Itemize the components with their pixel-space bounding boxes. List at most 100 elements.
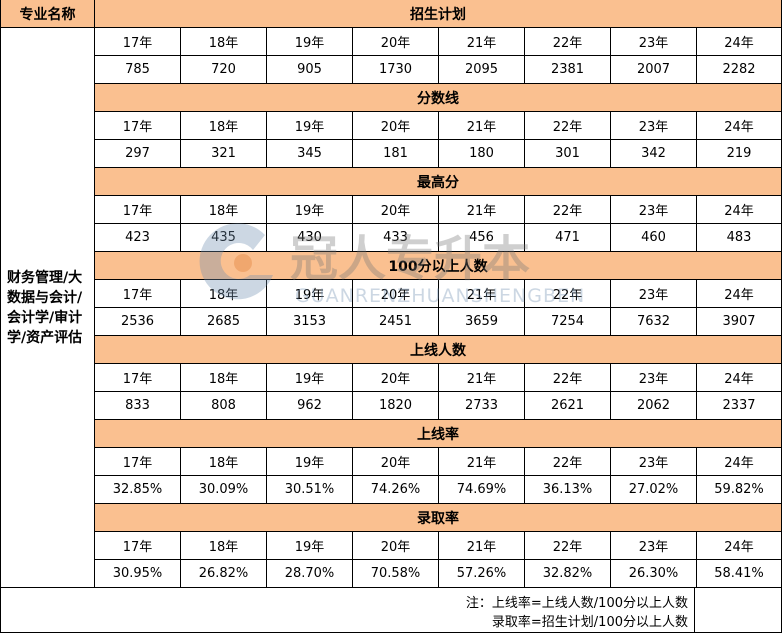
- value-cell: 219: [697, 140, 782, 168]
- year-cell: 19年: [267, 280, 353, 308]
- year-cell: 24年: [697, 364, 782, 392]
- value-cell: 59.82%: [697, 476, 782, 504]
- value-cell: 36.13%: [525, 476, 611, 504]
- note-line: 录取率=招生计划/100分以上人数: [491, 615, 688, 630]
- year-cell: 17年: [95, 196, 181, 224]
- year-cell: 20年: [353, 448, 439, 476]
- year-cell: 24年: [697, 448, 782, 476]
- year-cell: 24年: [697, 280, 782, 308]
- year-cell: 22年: [525, 448, 611, 476]
- value-cell: 32.82%: [525, 560, 611, 588]
- value-cell: 460: [611, 224, 697, 252]
- year-cell: 19年: [267, 112, 353, 140]
- value-cell: 28.70%: [267, 560, 353, 588]
- year-cell: 18年: [181, 364, 267, 392]
- year-cell: 24年: [697, 532, 782, 560]
- value-cell: 321: [181, 140, 267, 168]
- section-title: 招生计划: [95, 0, 782, 28]
- value-cell: 342: [611, 140, 697, 168]
- year-cell: 22年: [525, 280, 611, 308]
- section-title: 分数线: [95, 84, 782, 112]
- value-cell: 2536: [95, 308, 181, 336]
- year-cell: 23年: [611, 112, 697, 140]
- notes-cell: 注：上线率=上线人数/100分以上人数 录取率=招生计划/100分以上人数: [0, 588, 695, 633]
- value-cell: 3659: [439, 308, 525, 336]
- value-cell: 2621: [525, 392, 611, 420]
- value-cell: 30.51%: [267, 476, 353, 504]
- year-cell: 22年: [525, 532, 611, 560]
- empty-cell: [695, 588, 782, 633]
- year-cell: 22年: [525, 112, 611, 140]
- year-cell: 24年: [697, 112, 782, 140]
- year-cell: 17年: [95, 364, 181, 392]
- year-cell: 20年: [353, 532, 439, 560]
- year-cell: 20年: [353, 280, 439, 308]
- value-cell: 471: [525, 224, 611, 252]
- year-cell: 18年: [181, 280, 267, 308]
- value-cell: 7254: [525, 308, 611, 336]
- value-cell: 27.02%: [611, 476, 697, 504]
- value-cell: 70.58%: [353, 560, 439, 588]
- value-cell: 2685: [181, 308, 267, 336]
- year-cell: 19年: [267, 364, 353, 392]
- value-cell: 74.26%: [353, 476, 439, 504]
- value-cell: 180: [439, 140, 525, 168]
- year-cell: 23年: [611, 280, 697, 308]
- year-cell: 19年: [267, 196, 353, 224]
- year-cell: 23年: [611, 28, 697, 56]
- value-cell: 905: [267, 56, 353, 84]
- value-cell: 57.26%: [439, 560, 525, 588]
- value-cell: 345: [267, 140, 353, 168]
- year-cell: 17年: [95, 280, 181, 308]
- value-cell: 435: [181, 224, 267, 252]
- value-cell: 2733: [439, 392, 525, 420]
- value-cell: 430: [267, 224, 353, 252]
- value-cell: 3153: [267, 308, 353, 336]
- value-cell: 433: [353, 224, 439, 252]
- year-cell: 23年: [611, 196, 697, 224]
- value-cell: 1730: [353, 56, 439, 84]
- year-cell: 17年: [95, 28, 181, 56]
- year-cell: 22年: [525, 28, 611, 56]
- year-cell: 21年: [439, 28, 525, 56]
- year-cell: 20年: [353, 28, 439, 56]
- year-cell: 18年: [181, 112, 267, 140]
- year-cell: 23年: [611, 448, 697, 476]
- value-cell: 2007: [611, 56, 697, 84]
- section-title: 上线率: [95, 420, 782, 448]
- value-cell: 456: [439, 224, 525, 252]
- year-cell: 21年: [439, 196, 525, 224]
- section-title: 最高分: [95, 168, 782, 196]
- year-cell: 23年: [611, 364, 697, 392]
- year-cell: 20年: [353, 364, 439, 392]
- year-cell: 17年: [95, 112, 181, 140]
- section-title: 100分以上人数: [95, 252, 782, 280]
- value-cell: 1820: [353, 392, 439, 420]
- year-cell: 19年: [267, 448, 353, 476]
- year-cell: 22年: [525, 196, 611, 224]
- year-cell: 21年: [439, 532, 525, 560]
- value-cell: 301: [525, 140, 611, 168]
- value-cell: 962: [267, 392, 353, 420]
- year-cell: 21年: [439, 112, 525, 140]
- year-cell: 18年: [181, 448, 267, 476]
- year-cell: 18年: [181, 196, 267, 224]
- year-cell: 20年: [353, 196, 439, 224]
- value-cell: 2451: [353, 308, 439, 336]
- value-cell: 7632: [611, 308, 697, 336]
- value-cell: 32.85%: [95, 476, 181, 504]
- section-title: 上线人数: [95, 336, 782, 364]
- value-cell: 181: [353, 140, 439, 168]
- year-cell: 21年: [439, 280, 525, 308]
- section-title: 录取率: [95, 504, 782, 532]
- year-cell: 21年: [439, 448, 525, 476]
- value-cell: 30.95%: [95, 560, 181, 588]
- value-cell: 2337: [697, 392, 782, 420]
- year-cell: 17年: [95, 448, 181, 476]
- major-cell: 财务管理/大数据与会计/会计学/审计学/资产评估: [0, 28, 95, 588]
- year-cell: 22年: [525, 364, 611, 392]
- value-cell: 483: [697, 224, 782, 252]
- value-cell: 26.30%: [611, 560, 697, 588]
- value-cell: 26.82%: [181, 560, 267, 588]
